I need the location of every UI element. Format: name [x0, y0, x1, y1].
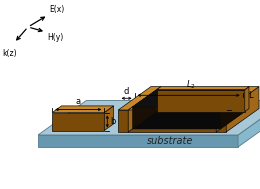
Polygon shape — [118, 110, 128, 132]
Text: d: d — [124, 87, 129, 96]
Polygon shape — [157, 90, 245, 112]
Text: substrate: substrate — [147, 136, 193, 146]
Polygon shape — [118, 87, 161, 110]
Polygon shape — [157, 87, 249, 90]
Polygon shape — [216, 87, 259, 110]
Polygon shape — [132, 90, 245, 107]
Polygon shape — [128, 107, 220, 110]
Text: $L_2$: $L_2$ — [186, 79, 196, 91]
Polygon shape — [38, 101, 260, 135]
Text: E(x): E(x) — [49, 5, 64, 14]
Polygon shape — [220, 90, 245, 129]
Polygon shape — [132, 90, 157, 129]
Polygon shape — [226, 87, 259, 132]
Polygon shape — [132, 112, 245, 129]
Polygon shape — [245, 87, 249, 112]
Polygon shape — [128, 110, 216, 132]
Polygon shape — [216, 107, 220, 132]
Text: H(y): H(y) — [47, 33, 63, 42]
Polygon shape — [52, 106, 114, 112]
Polygon shape — [157, 90, 245, 112]
Text: a: a — [76, 98, 81, 106]
Polygon shape — [52, 112, 104, 130]
Polygon shape — [238, 101, 260, 147]
Text: L: L — [249, 91, 253, 100]
Text: b: b — [110, 117, 116, 126]
Polygon shape — [216, 110, 226, 132]
Polygon shape — [104, 106, 114, 130]
Polygon shape — [128, 87, 161, 132]
Text: k(z): k(z) — [2, 49, 17, 58]
Polygon shape — [38, 135, 238, 147]
